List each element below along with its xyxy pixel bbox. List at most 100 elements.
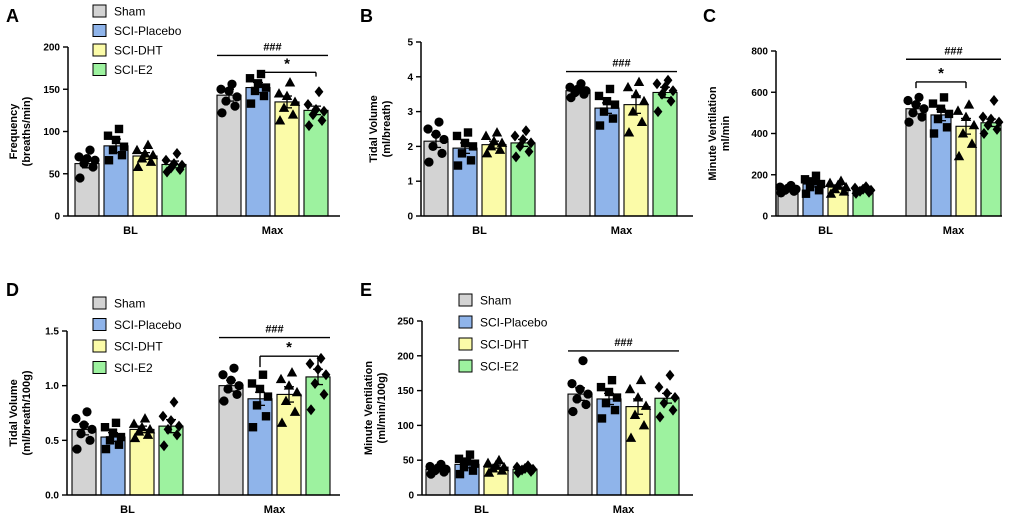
data-point-max-sci-placebo <box>261 412 271 421</box>
data-point-max-sham <box>908 108 918 118</box>
data-point-bl-sham <box>82 153 92 164</box>
data-point-bl-sham <box>423 124 433 134</box>
data-point-bl-sci-dht <box>147 149 159 160</box>
y-tick-label: 3 <box>407 107 413 118</box>
data-point-bl-sci-dht <box>132 161 144 171</box>
data-point-max-sci-e2 <box>319 388 329 400</box>
data-point-max-sci-e2 <box>306 404 316 416</box>
y-tick-label: 1 <box>407 177 413 188</box>
data-point-max-sci-placebo <box>601 398 611 408</box>
data-point-bl-sham <box>71 413 81 424</box>
data-point-bl-sci-e2 <box>521 125 531 137</box>
data-point-bl-sham <box>74 152 84 162</box>
data-point-max-sci-e2 <box>313 363 323 375</box>
legend-swatch-sci-e2 <box>458 359 473 373</box>
data-point-max-sci-dht <box>963 99 975 109</box>
bar-max-sci-placebo <box>245 87 271 217</box>
data-point-bl-sci-e2 <box>510 130 520 142</box>
data-point-max-sci-placebo <box>929 129 939 138</box>
legend-label-sci-dht: SCI-DHT <box>480 338 529 352</box>
data-point-max-sci-placebo <box>936 104 946 113</box>
data-point-bl-sci-placebo <box>811 171 821 180</box>
data-point-max-sci-e2 <box>319 105 329 117</box>
data-point-bl-sham <box>79 420 89 430</box>
y-tick-label: 150 <box>397 386 414 397</box>
data-point-max-sci-dht <box>287 109 299 119</box>
legend-swatch-sci-placebo <box>458 315 473 329</box>
data-point-bl-sci-dht <box>840 181 852 192</box>
data-point-max-sci-dht <box>952 105 964 115</box>
panel-d-letter: D <box>6 280 19 300</box>
data-point-max-sci-placebo <box>594 91 604 101</box>
data-point-max-sci-e2 <box>310 377 320 389</box>
data-point-bl-sci-placebo <box>119 142 129 151</box>
data-point-bl-sci-placebo <box>100 423 110 432</box>
y-tick-label: 200 <box>751 170 768 181</box>
y-axis-label-line-1: Minute Ventilation <box>363 361 375 455</box>
data-point-max-sci-placebo <box>246 99 256 108</box>
data-point-max-sci-dht <box>638 95 650 106</box>
y-axis-label: Minute Ventilation (ml/min/100g) <box>363 361 388 455</box>
x-category-label-bl: BL <box>818 225 833 237</box>
data-point-max-sci-e2 <box>659 397 669 409</box>
data-point-max-sham <box>232 389 242 400</box>
significance-label: ### <box>263 41 281 53</box>
data-point-max-sci-placebo <box>259 91 269 101</box>
data-point-bl-sci-placebo <box>808 177 818 186</box>
y-tick-label: 100 <box>43 127 60 138</box>
data-point-max-sci-dht <box>275 373 287 384</box>
data-point-max-sci-e2 <box>305 358 315 370</box>
data-point-bl-sci-placebo <box>466 156 476 165</box>
data-point-bl-sci-placebo <box>105 436 115 445</box>
y-tick-label: 200 <box>43 43 60 54</box>
y-axis-label-line-1: Tidal Volume <box>8 379 20 446</box>
y-tick-label: 50 <box>49 169 61 180</box>
data-point-max-sci-placebo <box>595 121 605 130</box>
y-axis-label-line-2: (ml/breath) <box>381 100 393 157</box>
data-point-bl-sci-dht <box>481 147 493 158</box>
data-point-bl-sci-placebo <box>814 186 824 195</box>
y-tick-label: 0 <box>408 491 414 502</box>
data-point-bl-sci-placebo <box>114 124 124 134</box>
legend-swatch-sham <box>458 293 473 307</box>
x-category-label-max: Max <box>264 504 286 516</box>
data-point-max-sham <box>223 384 233 394</box>
data-point-max-sham <box>572 394 582 404</box>
significance-label: ### <box>612 58 630 70</box>
x-category-label-bl: BL <box>472 225 487 237</box>
panel-c: C 0 200 400 600 800 BL Max Minute Ventilation ml… <box>703 6 1004 237</box>
data-point-bl-sci-dht <box>482 457 494 467</box>
data-point-max-sci-e2 <box>311 104 321 116</box>
data-point-bl-sci-e2 <box>511 151 521 163</box>
data-point-max-sci-e2 <box>989 95 999 106</box>
data-point-max-sci-dht <box>280 395 292 405</box>
data-point-max-sci-e2 <box>668 85 678 97</box>
y-axis-label-line-1: Tidal Volume <box>368 95 380 162</box>
data-point-bl-sham <box>431 129 441 139</box>
data-point-bl-sci-placebo <box>462 457 472 466</box>
panel-b-letter: B <box>360 6 373 26</box>
data-point-bl-sci-placebo <box>111 418 121 428</box>
data-point-max-sham <box>917 112 927 122</box>
data-point-bl-sham <box>75 173 85 183</box>
data-point-bl-sci-placebo <box>117 150 127 160</box>
data-point-bl-sci-dht <box>136 421 148 432</box>
y-axis-label: Frequency (breaths/min) <box>8 96 33 166</box>
data-point-max-sci-e2 <box>665 369 675 381</box>
data-point-max-sham <box>919 104 929 114</box>
data-point-max-sham <box>565 82 575 92</box>
data-point-max-sci-placebo <box>610 405 620 415</box>
data-point-bl-sci-e2 <box>169 158 179 170</box>
data-point-max-sci-e2 <box>994 116 1004 128</box>
data-point-max-sham <box>578 356 588 366</box>
data-point-max-sci-dht <box>276 417 288 427</box>
data-point-max-sci-placebo <box>605 84 615 94</box>
data-point-max-sci-e2 <box>668 404 678 416</box>
data-point-bl-sci-placebo <box>463 128 473 137</box>
y-tick-label: 0 <box>407 212 413 223</box>
data-point-bl-sci-placebo <box>468 142 478 151</box>
data-point-max-sci-dht <box>953 150 965 161</box>
significance-label: ### <box>614 337 632 349</box>
y-axis-label-line-1: Minute Ventilation <box>707 86 719 180</box>
